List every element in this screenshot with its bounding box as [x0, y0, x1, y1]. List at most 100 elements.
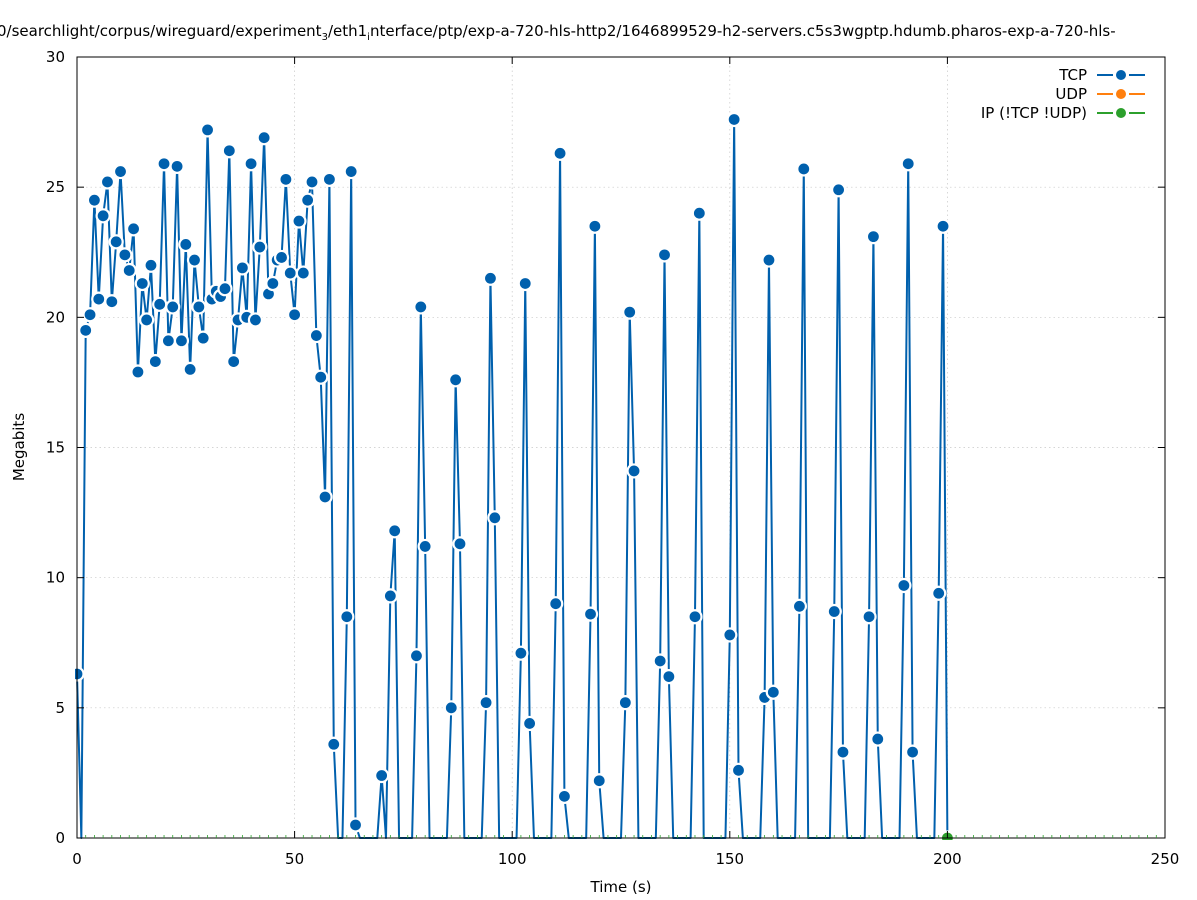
data-point-tcp — [199, 122, 216, 138]
legend-label: TCP — [1058, 66, 1087, 84]
data-point-tcp — [134, 275, 150, 292]
data-point-tcp — [522, 715, 538, 732]
data-point-tcp — [287, 307, 303, 323]
data-point-tcp — [82, 307, 98, 323]
data-point-tcp — [252, 239, 268, 255]
data-point-tcp — [617, 695, 633, 711]
data-point-tcp — [308, 327, 324, 344]
data-point-tcp — [86, 192, 103, 208]
y-tick-label: 15 — [46, 439, 65, 457]
data-point-tcp — [478, 695, 494, 711]
x-tick-label: 200 — [933, 850, 962, 868]
data-point-tcp — [165, 299, 181, 315]
data-point-tcp — [517, 275, 533, 292]
legend-marker — [1114, 87, 1128, 101]
data-point-tcp — [221, 143, 237, 159]
data-point-tcp — [513, 645, 529, 661]
data-point-tcp — [730, 762, 747, 778]
data-point-tcp — [182, 361, 198, 377]
data-point-tcp — [591, 773, 607, 789]
data-point-tcp — [487, 510, 503, 526]
data-point-tcp — [304, 174, 320, 190]
data-point-tcp — [722, 627, 738, 643]
data-point-tcp — [326, 736, 342, 752]
data-point-tcp — [374, 767, 390, 784]
series-line-tcp — [76, 118, 949, 839]
data-point-tcp — [191, 299, 207, 315]
data-point-tcp — [300, 192, 316, 208]
data-point-tcp — [687, 609, 703, 625]
data-point-tcp — [347, 817, 364, 833]
data-point-tcp — [861, 609, 877, 625]
y-tick-label: 10 — [46, 569, 65, 587]
x-tick-label: 0 — [72, 850, 82, 868]
data-point-tcp — [548, 596, 564, 612]
title-subscript-1: 3 — [322, 32, 328, 43]
data-point-tcp — [691, 205, 707, 221]
data-point-tcp — [91, 291, 107, 307]
data-point-tcp — [835, 744, 851, 760]
data-point-tcp — [278, 171, 294, 187]
data-point-tcp — [125, 221, 142, 237]
grid — [76, 56, 1166, 839]
data-point-tcp — [582, 606, 599, 622]
data-point-tcp — [295, 265, 311, 281]
title-part-pre: 0/searchlight/corpus/wireguard/experimen… — [0, 22, 322, 40]
data-point-tcp — [273, 249, 290, 266]
data-point-tcp — [452, 536, 468, 552]
x-tick-label: 100 — [498, 850, 527, 868]
y-tick-label: 0 — [55, 829, 65, 847]
data-point-tcp — [791, 598, 808, 614]
data-point-tcp — [448, 372, 464, 388]
data-point-tcp — [587, 218, 603, 234]
x-axis-ticks: 0 50 100 150 200 250 — [72, 57, 1179, 868]
data-point-tcp — [830, 182, 847, 198]
title-part-post: nterface/ptp/exp-a-720-hls-http2/1646899… — [370, 22, 1116, 40]
data-point-tcp — [160, 333, 176, 349]
data-point-tcp — [178, 236, 194, 253]
chart-title: 0/searchlight/corpus/wireguard/experimen… — [0, 22, 1116, 43]
data-point-tcp — [761, 252, 777, 268]
data-point-tcp — [108, 234, 124, 250]
data-point-tcp — [99, 174, 116, 190]
data-point-tcp — [104, 294, 120, 310]
data-point-tcp — [317, 489, 333, 505]
data-point-tcp — [139, 312, 155, 328]
data-point-tcp — [865, 229, 882, 245]
data-point-tcp — [291, 213, 307, 229]
data-point-tcp — [552, 145, 568, 161]
data-point-tcp — [339, 609, 355, 625]
data-point-tcp — [130, 364, 146, 380]
x-tick-label: 250 — [1151, 850, 1180, 868]
data-point-tcp — [826, 603, 842, 620]
data-point-tcp — [482, 270, 499, 286]
data-point-tcp — [904, 744, 921, 760]
y-tick-label: 30 — [46, 48, 65, 66]
data-point-tcp — [726, 111, 742, 128]
data-point-tcp — [195, 330, 211, 346]
data-point-tcp — [900, 156, 916, 172]
data-point-tcp — [234, 260, 250, 276]
data-point-tcp — [152, 296, 168, 312]
data-point-tcp — [417, 538, 433, 555]
data-point-tcp — [652, 653, 668, 669]
data-point-tcp — [443, 700, 459, 716]
data-point-tcp — [622, 304, 638, 320]
legend-label: UDP — [1055, 85, 1087, 103]
data-point-tcp — [382, 588, 398, 604]
data-point-tcp — [112, 163, 129, 180]
legend-item-udp: UDP — [1055, 85, 1145, 103]
data-point-tcp — [343, 163, 359, 180]
y-axis-title: Megabits — [10, 413, 28, 481]
x-tick-label: 50 — [285, 850, 304, 868]
data-point-tcp — [265, 275, 281, 292]
data-point-tcp — [217, 281, 233, 297]
x-axis-title: Time (s) — [590, 878, 652, 896]
data-point-tcp — [656, 247, 673, 263]
y-tick-label: 25 — [46, 178, 65, 196]
title-subscript-2: i — [367, 32, 370, 43]
data-point-tcp — [156, 156, 172, 172]
data-point-tcp — [78, 322, 94, 338]
y-tick-label: 5 — [55, 699, 65, 717]
